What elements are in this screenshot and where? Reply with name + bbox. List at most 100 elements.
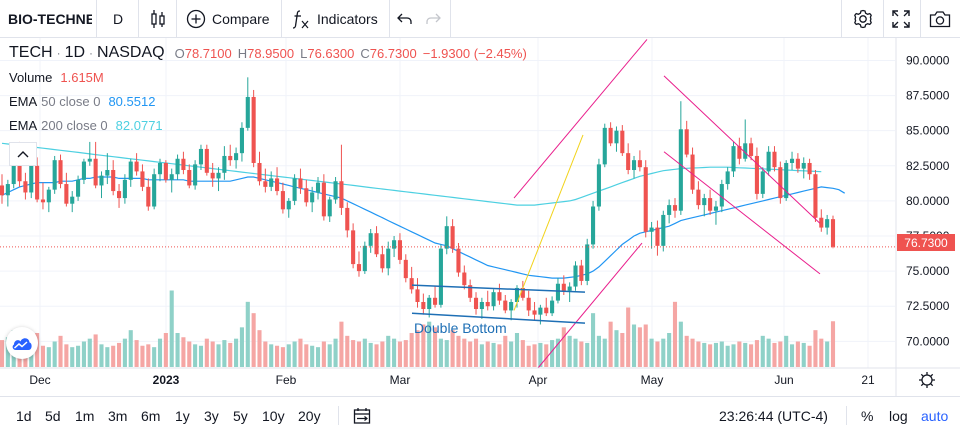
range-button-20y[interactable]: 20y (298, 407, 321, 424)
candle-body (269, 178, 274, 187)
candle-body (122, 179, 127, 199)
time-tick-label: Mar (390, 373, 411, 387)
toolbar-divider (883, 0, 884, 38)
double-bottom-label[interactable]: Double Bottom (414, 320, 507, 336)
toolbar-divider (389, 0, 390, 38)
chart-grid (0, 38, 895, 368)
candle-body (567, 286, 572, 291)
volume-bar (631, 324, 637, 367)
candle-body (637, 160, 642, 168)
symbol-search-button[interactable]: BIO-TECHNE (8, 11, 92, 27)
volume-bar (608, 321, 613, 367)
volume-bar (462, 338, 467, 367)
indicators-button[interactable]: Indicators (291, 0, 378, 38)
volume-bar (157, 338, 163, 367)
range-button-1m[interactable]: 1m (75, 407, 95, 424)
range-button-5y[interactable]: 5y (233, 407, 248, 424)
volume-bar (46, 347, 51, 367)
volume-bar (339, 321, 344, 367)
volume-bars (0, 290, 836, 367)
range-button-3m[interactable]: 3m (108, 407, 128, 424)
auto-scale-toggle[interactable]: auto (921, 407, 949, 424)
volume-bar (532, 344, 537, 367)
candle-body (485, 302, 490, 307)
candle-body (784, 162, 789, 199)
toolbar-divider (846, 406, 847, 425)
time-axis-settings-button[interactable] (918, 371, 936, 394)
candle-body (819, 217, 824, 228)
volume-bar (667, 333, 672, 367)
range-button-1d[interactable]: 1d (16, 407, 32, 424)
tradingview-logo-button[interactable] (6, 327, 38, 359)
candle-body (620, 130, 625, 154)
chevron-up-icon (17, 151, 29, 158)
volume-bar (315, 347, 321, 367)
indicators-label: Indicators (317, 11, 378, 27)
ema200-params: 200 close 0 (41, 117, 108, 133)
time-tick-label: Jun (774, 373, 793, 387)
candle-body (479, 302, 484, 310)
volume-bar (485, 341, 490, 367)
compare-button[interactable]: Compare (186, 0, 270, 38)
range-button-5d[interactable]: 5d (45, 407, 61, 424)
candle-body (456, 248, 461, 273)
volume-bar (661, 338, 666, 367)
candle-body (87, 158, 92, 162)
interval-button[interactable]: D (113, 11, 124, 27)
fullscreen-icon (892, 10, 910, 28)
volume-bar (35, 333, 40, 367)
undo-button[interactable] (396, 0, 414, 38)
candle-body (491, 292, 496, 307)
date-range-button[interactable] (353, 397, 371, 434)
legend-volume-row[interactable]: Volume 1.615M (9, 68, 104, 86)
volume-bar (801, 342, 806, 367)
volume-bar (479, 344, 484, 367)
candle-body (737, 146, 742, 159)
log-scale-toggle[interactable]: log (889, 407, 908, 424)
legend-ticker[interactable]: TECH (9, 44, 53, 61)
legend-ema200-row[interactable]: EMA 200 close 0 82.0771 (9, 116, 163, 134)
volume-bar (725, 345, 730, 367)
candle-body (684, 129, 689, 155)
candle-body (690, 154, 695, 190)
volume-bar (105, 347, 110, 367)
volume-bar (146, 344, 151, 367)
range-button-1y[interactable]: 1y (175, 407, 190, 424)
candle-body (754, 155, 759, 194)
volume-bar (438, 338, 443, 367)
candle-body (702, 198, 707, 206)
fullscreen-button[interactable] (892, 0, 910, 38)
candle-body (345, 207, 350, 231)
chart-style-button[interactable] (150, 0, 166, 38)
candle-body (550, 300, 555, 314)
volume-bar (573, 338, 578, 367)
settings-button[interactable] (852, 0, 874, 38)
candle-body (339, 181, 344, 208)
volume-bar (193, 344, 198, 367)
candle-body (444, 226, 449, 249)
screenshot-button[interactable] (929, 0, 951, 38)
percent-scale-toggle[interactable]: % (861, 407, 874, 424)
range-button-6m[interactable]: 6m (141, 407, 161, 424)
toolbar-divider (338, 406, 339, 425)
volume-bar (766, 338, 771, 367)
legend-high-label: H (237, 45, 248, 61)
candle-body (643, 167, 648, 232)
range-button-3y[interactable]: 3y (204, 407, 219, 424)
candle-body (789, 158, 795, 163)
candle-body (514, 287, 520, 302)
clock-display[interactable]: 23:26:44 (UTC-4) (719, 407, 828, 424)
range-button-10y[interactable]: 10y (262, 407, 285, 424)
candle-body (29, 165, 34, 193)
volume-bar (813, 330, 818, 367)
volume-bar (620, 333, 625, 367)
legend-ema50-row[interactable]: EMA 50 close 0 80.5512 (9, 92, 155, 110)
volume-bar (356, 341, 362, 367)
candle-body (11, 151, 16, 185)
legend-collapse-button[interactable] (9, 142, 37, 166)
volume-bar (128, 330, 133, 367)
chart-area[interactable]: 90.000087.500085.000082.500080.000077.50… (0, 38, 960, 396)
price-chart[interactable]: 90.000087.500085.000082.500080.000077.50… (0, 38, 960, 396)
redo-button[interactable] (424, 0, 442, 38)
toolbar-divider (450, 0, 451, 38)
